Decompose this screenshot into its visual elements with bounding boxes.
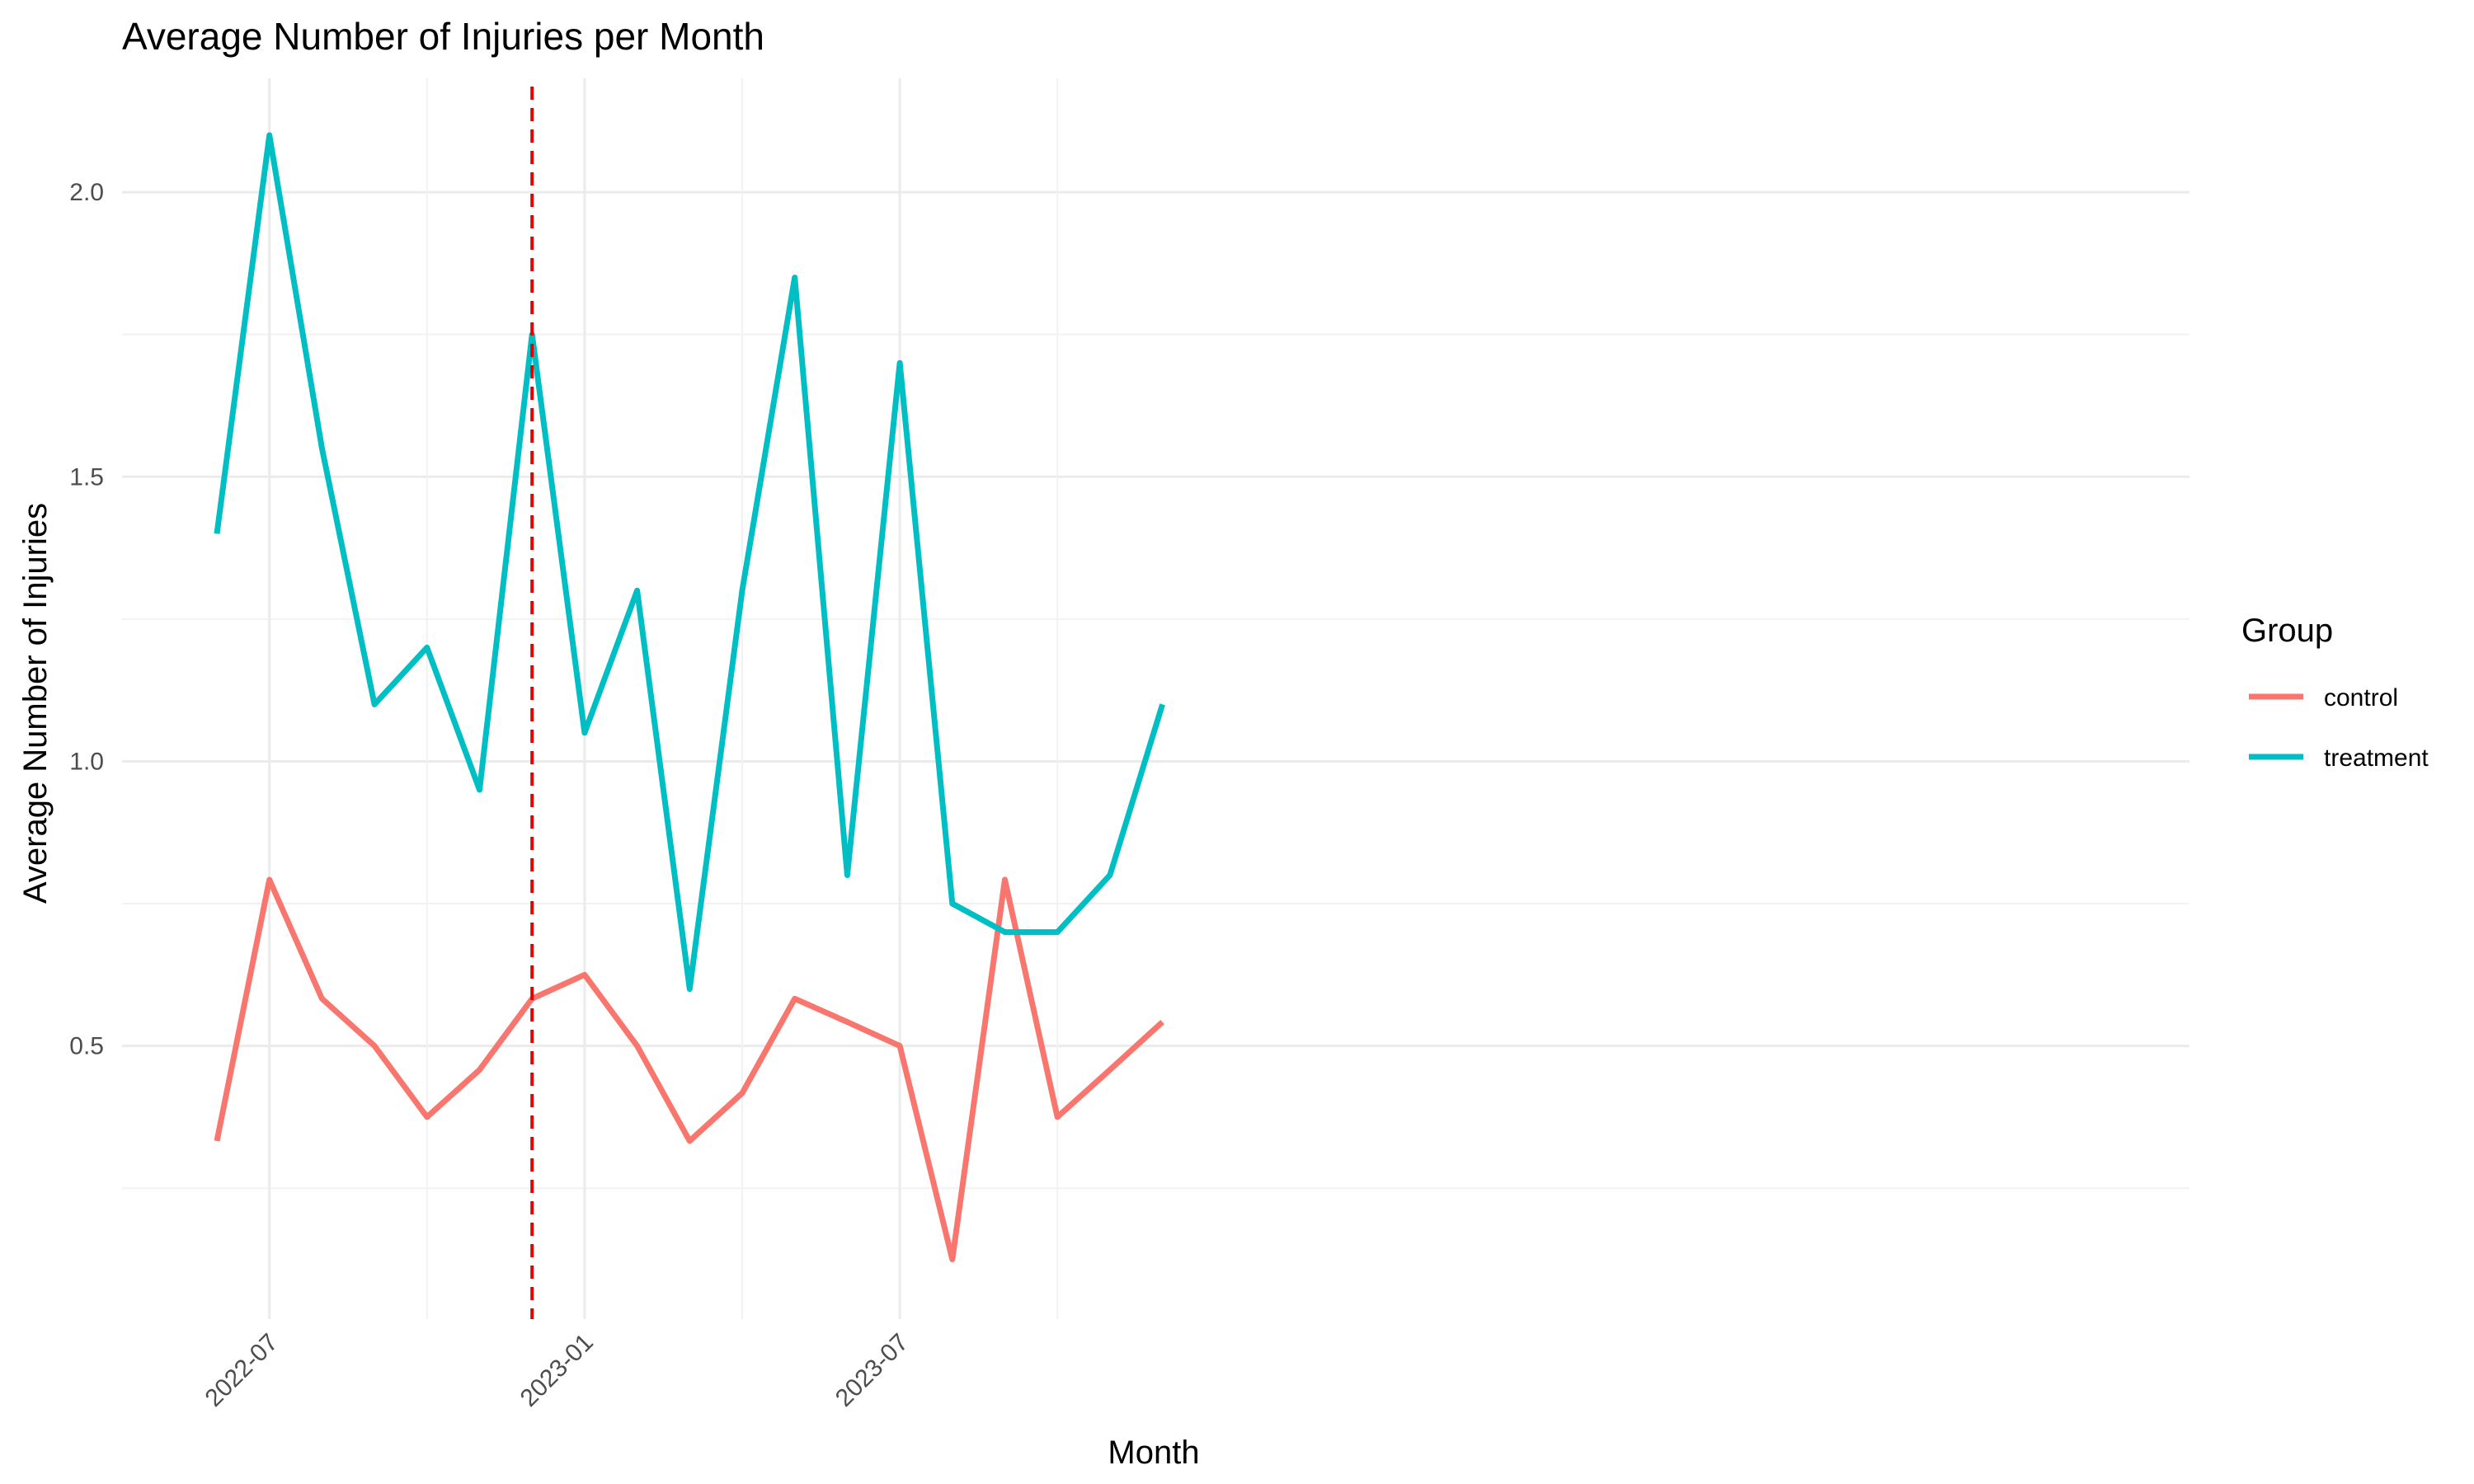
y-tick-label: 1.0 bbox=[69, 748, 104, 775]
series-line-treatment bbox=[214, 132, 1165, 993]
y-tick-label: 0.5 bbox=[69, 1033, 104, 1060]
x-tick-label: 2022-07 bbox=[200, 1329, 283, 1412]
legend-label-control: control bbox=[2324, 684, 2398, 711]
x-tick-label: 2023-01 bbox=[515, 1329, 599, 1412]
legend: Group control treatment bbox=[2241, 613, 2429, 772]
legend-label-treatment: treatment bbox=[2324, 744, 2429, 772]
series-layer bbox=[214, 132, 1165, 1262]
y-tick-label: 2.0 bbox=[69, 179, 104, 206]
y-tick-label: 1.5 bbox=[69, 463, 104, 491]
x-axis-title: Month bbox=[1108, 1435, 1199, 1471]
y-axis-title: Average Number of Injuries bbox=[17, 503, 54, 904]
y-axis-tick-labels: 0.5 1.0 1.5 2.0 bbox=[69, 179, 104, 1060]
series-line-control bbox=[214, 876, 1164, 1262]
chart-title: Average Number of Injuries per Month bbox=[122, 15, 764, 58]
grid bbox=[122, 78, 2189, 1319]
x-tick-label: 2023-07 bbox=[830, 1329, 914, 1412]
x-axis-tick-labels: 2022-07 2023-01 2023-07 bbox=[200, 1329, 914, 1412]
legend-title: Group bbox=[2241, 613, 2333, 649]
